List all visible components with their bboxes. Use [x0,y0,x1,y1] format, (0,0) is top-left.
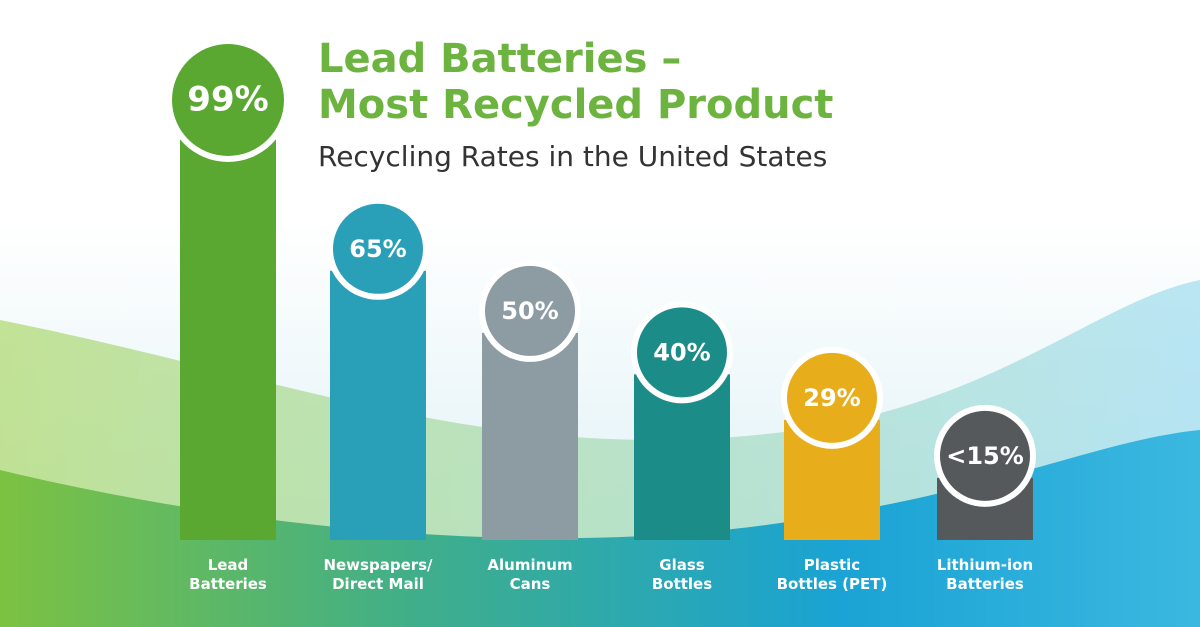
chart-title: Lead Batteries – Most Recycled Product [318,36,834,128]
category-label: Aluminum Cans [487,556,573,593]
category-label: Glass Bottles [651,556,713,593]
base-band [0,540,1200,627]
category-label: Lead Batteries [189,556,267,593]
value-label: 40% [653,338,710,366]
value-label: 65% [349,235,406,263]
category-label: Lithium-ion Batteries [936,556,1034,593]
value-badge-fill [485,265,575,356]
category-label: Newspapers/ Direct Mail [323,556,433,593]
value-badge-fill [787,352,877,443]
value-label: 50% [501,297,558,325]
bar [180,130,276,540]
value-badge-fill [333,203,423,294]
bar [482,332,578,540]
value-badge-fill [172,44,284,156]
value-label: <15% [946,442,1024,470]
bar [330,270,426,540]
value-badge-fill [637,307,727,398]
chart-subtitle: Recycling Rates in the United States [318,140,828,173]
value-label: 29% [803,384,860,412]
value-label: 99% [187,80,268,120]
value-badge-fill [940,410,1030,501]
category-label: Plastic Bottles (PET) [776,556,888,593]
